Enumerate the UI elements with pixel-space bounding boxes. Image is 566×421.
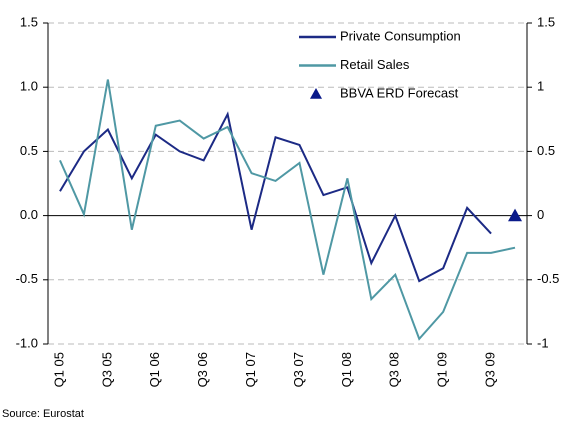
legend-label: Private Consumption xyxy=(340,28,461,43)
forecast-marker xyxy=(508,208,523,222)
y-tick-label: 1.0 xyxy=(20,79,38,94)
x-tick-label: Q1 06 xyxy=(147,352,162,387)
y-tick-label: -0.5 xyxy=(16,271,38,286)
x-tick-label: Q3 09 xyxy=(483,352,498,387)
x-tick-label: Q1 05 xyxy=(51,352,66,387)
y-tick-label: 1.5 xyxy=(20,14,38,29)
legend-label: Retail Sales xyxy=(340,57,410,72)
y-tick-label: -1.0 xyxy=(16,335,38,350)
y2-tick-label: 1.5 xyxy=(537,14,555,29)
y2-tick-label: 0.5 xyxy=(537,143,555,158)
legend-label: BBVA ERD Forecast xyxy=(340,85,459,100)
y2-tick-label: 0 xyxy=(537,207,544,222)
x-tick-label: Q3 05 xyxy=(99,352,114,387)
source-note: Source: Eurostat xyxy=(2,408,84,420)
x-tick-label: Q3 06 xyxy=(195,352,210,387)
series-line xyxy=(59,111,492,283)
y-tick-label: 0.0 xyxy=(20,207,38,222)
x-tick-label: Q1 08 xyxy=(339,352,354,387)
y2-tick-label: 1 xyxy=(537,79,544,94)
y2-tick-label: -0.5 xyxy=(537,271,559,286)
x-tick-label: Q1 09 xyxy=(435,352,450,387)
x-tick-label: Q3 07 xyxy=(291,352,306,387)
series-line xyxy=(59,79,516,341)
y-tick-label: 0.5 xyxy=(20,143,38,158)
x-tick-label: Q3 08 xyxy=(387,352,402,387)
x-tick-label: Q1 07 xyxy=(243,352,258,387)
legend-marker xyxy=(310,88,322,99)
y2-tick-label: -1 xyxy=(537,335,549,350)
